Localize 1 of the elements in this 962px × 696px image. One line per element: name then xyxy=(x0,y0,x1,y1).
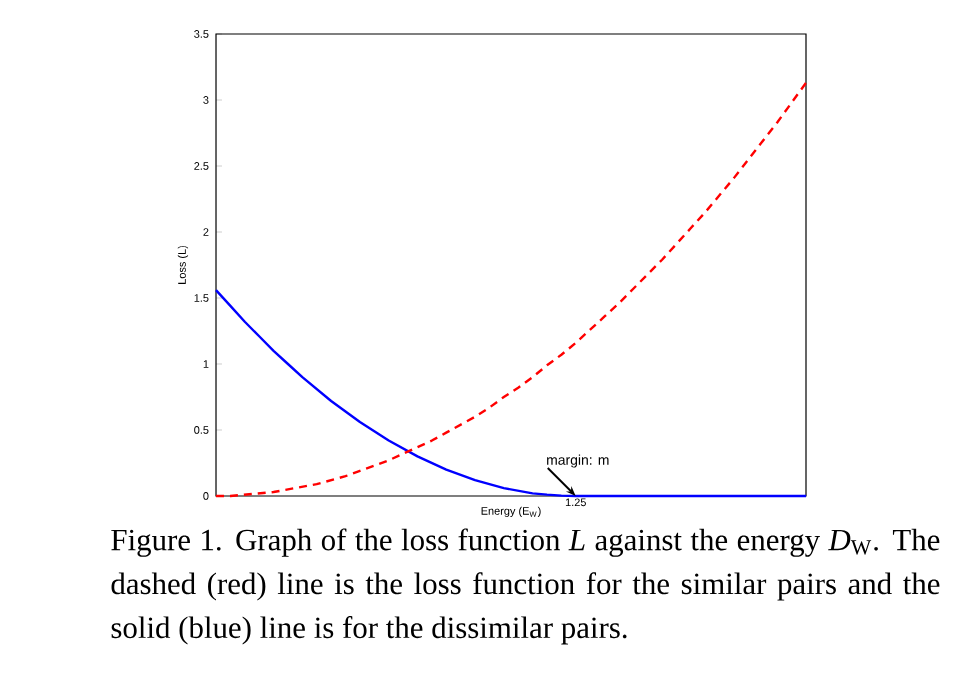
caption: Figure 1. Graph of the loss function L against the energy D$_{W}$. The dashed (red) line is the loss function for the similar pairs and the solid (blue) line is for the dissimilar pairs. xyxy=(111,528,940,645)
